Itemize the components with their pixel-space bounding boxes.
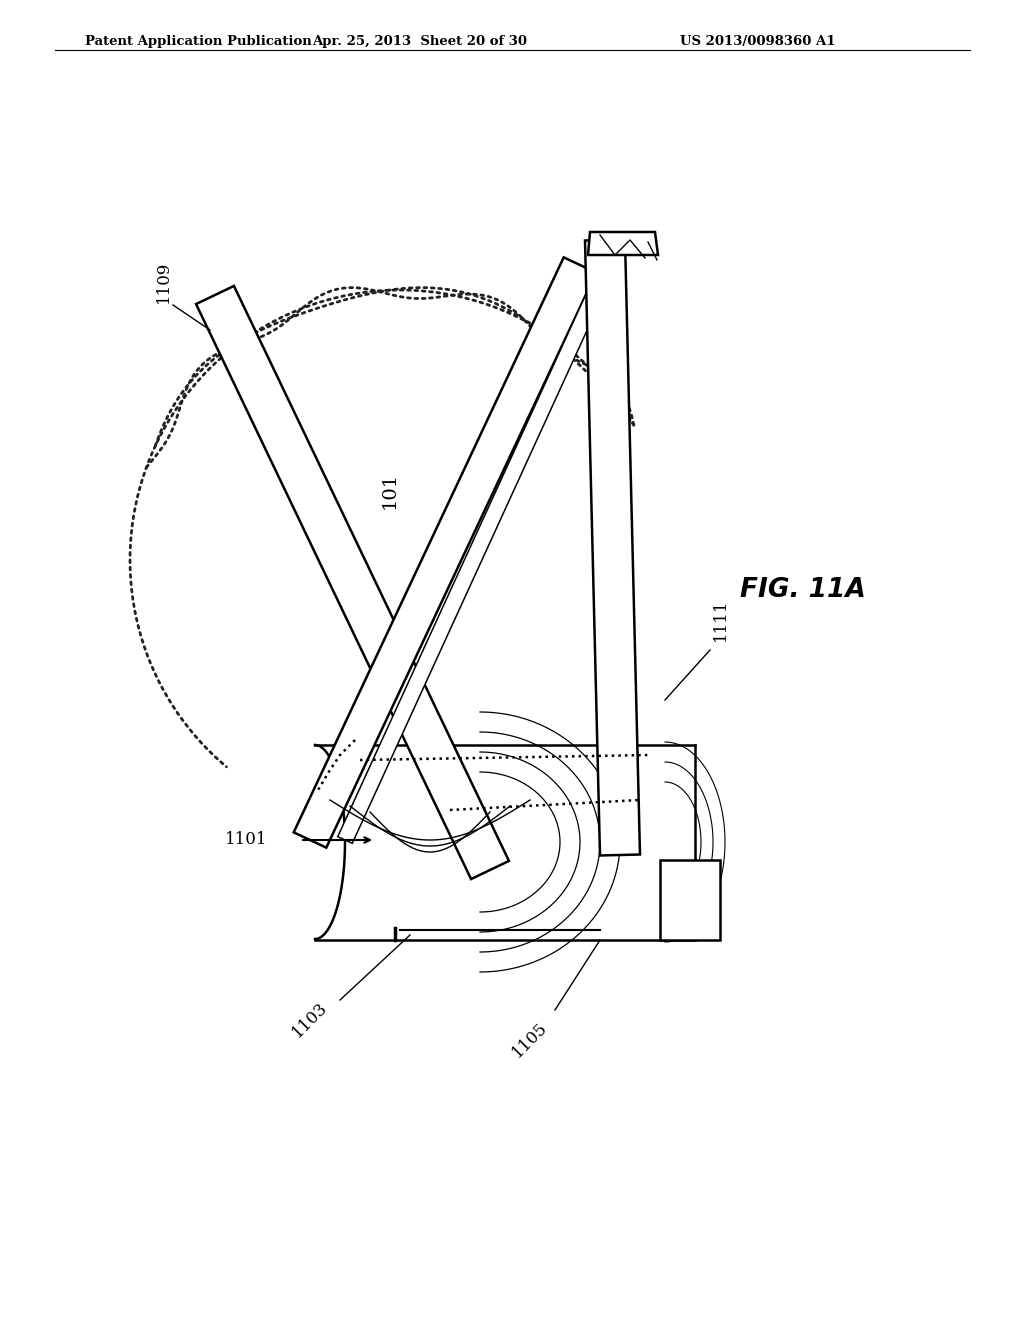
Text: US 2013/0098360 A1: US 2013/0098360 A1	[680, 36, 836, 48]
Text: 101: 101	[381, 471, 399, 508]
Text: 1109: 1109	[155, 261, 171, 304]
Text: FIG. 11A: FIG. 11A	[740, 577, 865, 603]
Text: 1111: 1111	[712, 599, 728, 642]
Text: 1103: 1103	[289, 999, 331, 1041]
Text: 1101: 1101	[225, 832, 267, 849]
Text: Patent Application Publication: Patent Application Publication	[85, 36, 311, 48]
Polygon shape	[585, 239, 640, 855]
Polygon shape	[588, 232, 658, 255]
Text: Apr. 25, 2013  Sheet 20 of 30: Apr. 25, 2013 Sheet 20 of 30	[312, 36, 527, 48]
Polygon shape	[338, 247, 623, 843]
Polygon shape	[660, 861, 720, 940]
Polygon shape	[196, 286, 509, 879]
Text: 1105: 1105	[509, 1019, 551, 1061]
Polygon shape	[294, 257, 596, 847]
